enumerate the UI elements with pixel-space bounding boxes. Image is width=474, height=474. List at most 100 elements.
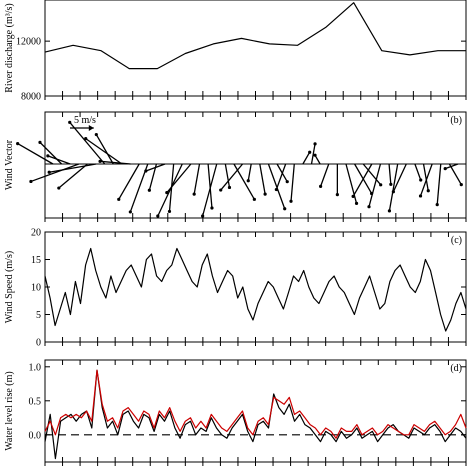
- wind-vector: [207, 163, 213, 209]
- wind-vector-head: [156, 214, 160, 218]
- wind-vector: [69, 121, 106, 165]
- wind-vector-head: [84, 137, 88, 141]
- y-tick-label: 1.0: [29, 362, 42, 373]
- wind-vector-head: [426, 189, 430, 193]
- wind-vector: [95, 134, 114, 165]
- wind-vector-head: [98, 159, 102, 163]
- wind-vector-head: [313, 153, 317, 157]
- wind-vector-head: [210, 206, 214, 210]
- y-tick-label: 20: [31, 228, 41, 239]
- y-axis-label: River discharge (m³/s): [4, 3, 15, 92]
- panel-label: (b): [450, 115, 462, 126]
- wind-vector: [275, 163, 287, 190]
- wind-vector-head: [274, 187, 278, 192]
- y-tick-label: 0.5: [29, 396, 42, 407]
- wind-vector: [30, 163, 80, 183]
- wind-vector-head: [147, 188, 151, 192]
- panel-label: (c): [451, 235, 462, 246]
- wind-vector: [444, 163, 459, 170]
- wind-vector: [314, 154, 321, 165]
- wind-vector-head: [16, 142, 20, 146]
- wind-vector-head: [391, 190, 395, 194]
- y-tick-label: 10: [31, 283, 41, 294]
- scale-arrow-head: [88, 125, 94, 131]
- y-tick-label: 15: [31, 255, 41, 266]
- wind-vector-head: [418, 194, 423, 198]
- wind-vector-head: [192, 192, 196, 196]
- wind-vector: [290, 163, 295, 202]
- wind-vector: [352, 163, 373, 197]
- wind-vector-head: [283, 207, 287, 211]
- wind-vector-head: [263, 192, 267, 196]
- wind-vector-head: [29, 179, 33, 184]
- wind-vector-head: [227, 185, 232, 190]
- wind-vector: [85, 138, 123, 165]
- wind-vector-head: [459, 183, 463, 187]
- wind-speed-line: [44, 247, 467, 332]
- wind-vector: [202, 163, 218, 217]
- wind-vector: [392, 163, 407, 193]
- wind-vector: [345, 163, 358, 204]
- wind-vector: [58, 163, 88, 189]
- wind-vector-head: [252, 197, 256, 201]
- wind-vector-head: [117, 197, 121, 201]
- observed-water-level-line: [44, 369, 467, 460]
- panel-frame: [44, 111, 467, 219]
- wind-vector-head: [289, 199, 293, 203]
- wind-vector: [302, 151, 311, 165]
- wind-vector: [419, 163, 433, 197]
- wind-vector: [422, 163, 429, 191]
- wind-vector: [267, 163, 286, 209]
- panel-frame: [44, 0, 467, 97]
- y-tick-label: 5: [36, 310, 41, 321]
- modeled-water-level-line: [44, 369, 467, 439]
- y-tick-label: 8000: [21, 92, 41, 103]
- wind-vector: [233, 163, 255, 200]
- wind-vector-head: [354, 201, 359, 206]
- wind-vector-head: [94, 132, 98, 137]
- y-tick-label: 0.0: [29, 430, 42, 441]
- wind-vector: [220, 163, 244, 191]
- wind-vector: [368, 163, 382, 207]
- wind-vector: [362, 163, 382, 186]
- wind-vector-head: [435, 203, 439, 207]
- y-tick-label: 0: [36, 338, 41, 349]
- wind-vector: [319, 163, 330, 187]
- wind-vector-head: [219, 188, 223, 192]
- wind-vector-head: [38, 140, 42, 144]
- wind-vector: [118, 163, 140, 200]
- wind-vector: [145, 163, 166, 172]
- wind-vector-head: [128, 210, 132, 214]
- discharge-line: [44, 2, 466, 70]
- wind-vector: [100, 160, 131, 165]
- scale-label: 5 m/s: [74, 115, 96, 126]
- wind-vector: [388, 163, 392, 185]
- wind-vector-head: [201, 214, 205, 218]
- wind-vector: [259, 163, 266, 195]
- panel-label: (d): [450, 363, 462, 374]
- wind-vector-head: [57, 186, 61, 190]
- wind-vector-head: [367, 205, 371, 209]
- wind-vector: [247, 163, 252, 181]
- wind-vector: [166, 163, 192, 194]
- y-axis-label: Wind Speed (m/s): [4, 251, 15, 323]
- wind-vector: [310, 143, 316, 165]
- wind-vector: [448, 163, 462, 185]
- wind-vector-head: [419, 178, 423, 182]
- wind-vector-head: [351, 194, 355, 198]
- wind-vector: [39, 141, 63, 165]
- y-axis-label: Water level rise (m): [4, 371, 15, 450]
- wind-vector-head: [144, 169, 148, 173]
- wind-vector-head: [389, 182, 393, 186]
- wind-vector: [414, 163, 422, 181]
- wind-vector-head: [379, 183, 383, 187]
- panel-frame: [44, 359, 467, 463]
- wind-vector-head: [443, 167, 447, 171]
- wind-vector: [224, 163, 231, 188]
- wind-vector-head: [47, 170, 51, 174]
- wind-vector-head: [335, 193, 339, 197]
- wind-vector: [193, 163, 201, 195]
- wind-vector-head: [167, 209, 172, 214]
- y-tick-label: 12000: [16, 37, 41, 48]
